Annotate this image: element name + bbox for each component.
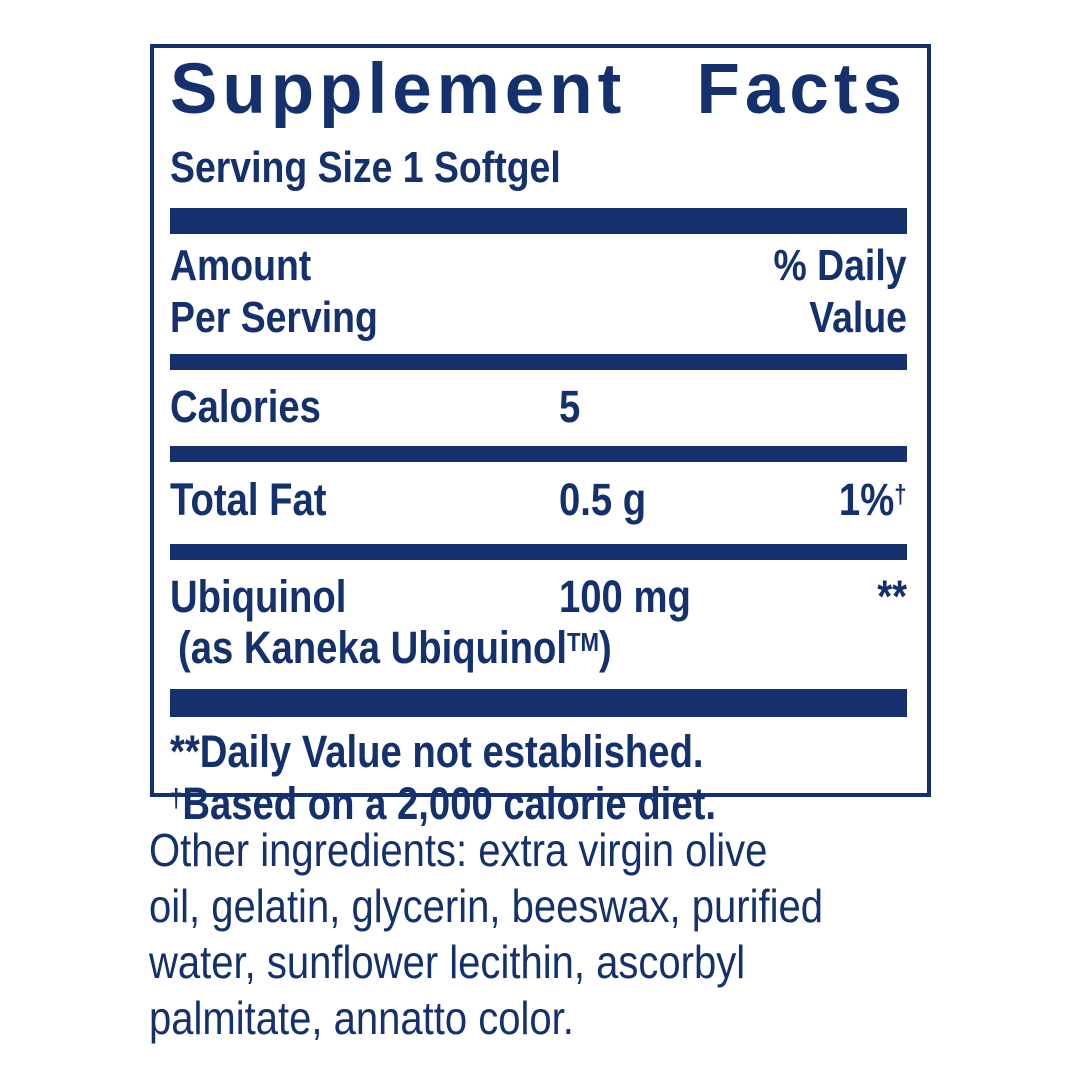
footnotes: **Daily Value not established. †Based on… — [170, 717, 907, 836]
ingredients-line-3-text: water, sunflower lecithin, ascorbyl — [149, 936, 746, 988]
ubiquinol-source: (as Kaneka UbiquinolTM) — [178, 621, 612, 681]
dagger-superscript: † — [894, 479, 907, 510]
daily-value-header: % Daily Value — [750, 240, 907, 344]
supplement-facts-panel: Supplement Facts Serving Size 1 Softgel … — [150, 44, 931, 829]
ingredients-line-4-text: palmitate, annatto color. — [149, 992, 574, 1044]
ingredients-line-2: oil, gelatin, glycerin, beeswax, purifie… — [149, 878, 949, 934]
ubiquinol-label-cell: Ubiquinol — [170, 573, 559, 621]
amount-per-serving-header: Amount Per Serving — [170, 240, 415, 344]
ingredients-line-1-text: Other ingredients: extra virgin olive — [149, 824, 768, 876]
divider-thin-1 — [170, 354, 907, 370]
footnote-calorie-diet: †Based on a 2,000 calorie diet. — [170, 778, 907, 836]
column-header-row: Amount Per Serving % Daily Value — [170, 234, 907, 354]
ingredients-line-1: Other ingredients: extra virgin olive — [149, 822, 949, 878]
panel-title: Supplement Facts — [170, 50, 907, 129]
serving-size-line: Serving Size 1 Softgel — [170, 144, 907, 192]
ubiquinol-source-text: (as Kaneka Ubiquinol — [178, 622, 567, 673]
other-ingredients: Other ingredients: extra virgin olive oi… — [149, 822, 949, 1046]
divider-thin-3 — [170, 544, 907, 560]
ubiquinol-dv-asterisks: ** — [877, 571, 907, 622]
row-ubiquinol: Ubiquinol 100 mg ** (as Kaneka Ubiquinol… — [170, 560, 907, 689]
calories-label-cell: Calories — [170, 383, 559, 431]
ubiquinol-main-line: Ubiquinol 100 mg ** — [170, 573, 907, 621]
row-total-fat: Total Fat 0.5 g 1%† — [170, 462, 907, 544]
footnote-calorie-diet-text: †Based on a 2,000 calorie diet. — [170, 778, 716, 836]
ingredients-line-2-text: oil, gelatin, glycerin, beeswax, purifie… — [149, 880, 824, 932]
ubiquinol-dv-cell: ** — [872, 573, 907, 621]
header-amount-line1: Amount — [170, 241, 312, 290]
serving-size-text: Serving Size 1 Softgel — [170, 143, 561, 192]
ingredients-line-3: water, sunflower lecithin, ascorbyl — [149, 934, 949, 990]
total-fat-dv-cell: 1%† — [827, 476, 907, 530]
header-dv-line2: Value — [809, 293, 907, 342]
divider-thick-top — [170, 208, 907, 234]
calories-label: Calories — [170, 381, 321, 432]
ubiquinol-subline: (as Kaneka UbiquinolTM) — [170, 621, 907, 681]
calories-amount-cell: 5 — [559, 383, 907, 431]
divider-thin-2 — [170, 446, 907, 462]
trademark-superscript: TM — [566, 627, 599, 658]
row-calories: Calories 5 — [170, 370, 907, 446]
total-fat-label-cell: Total Fat — [170, 476, 559, 524]
calories-amount: 5 — [559, 381, 581, 432]
footnote-calorie-diet-body: Based on a 2,000 calorie diet. — [182, 778, 716, 829]
total-fat-dv: 1%† — [839, 476, 907, 530]
ubiquinol-amount-cell: 100 mg — [559, 573, 872, 621]
footnote-daily-value-text: **Daily Value not established. — [170, 726, 704, 777]
divider-thick-bottom — [170, 689, 907, 717]
header-amount-line2: Per Serving — [170, 293, 378, 342]
total-fat-label: Total Fat — [170, 474, 327, 525]
ubiquinol-source-close: ) — [598, 622, 612, 673]
header-dv-line1: % Daily — [773, 241, 907, 290]
total-fat-amount: 0.5 g — [559, 474, 647, 525]
ubiquinol-label: Ubiquinol — [170, 571, 347, 622]
footnote-daily-value: **Daily Value not established. — [170, 726, 907, 778]
ubiquinol-amount: 100 mg — [559, 571, 691, 622]
ingredients-line-4: palmitate, annatto color. — [149, 990, 949, 1046]
total-fat-amount-cell: 0.5 g — [559, 476, 827, 524]
dagger-prefix: † — [170, 783, 183, 814]
total-fat-dv-value: 1% — [839, 474, 895, 525]
